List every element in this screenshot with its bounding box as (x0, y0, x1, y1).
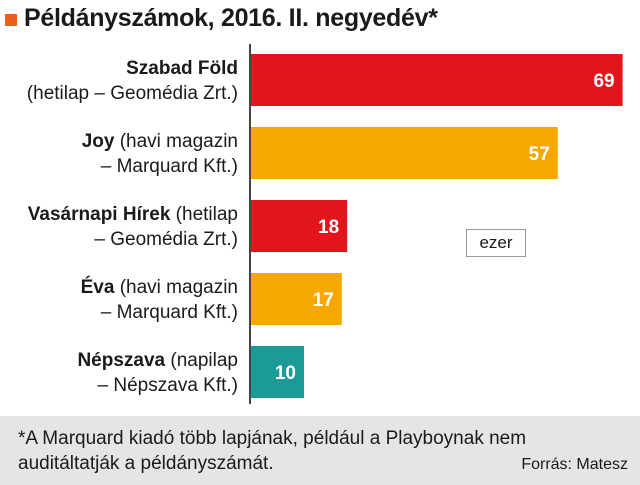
chart-footer: *A Marquard kiadó több lapjának, például… (0, 416, 640, 485)
bar-3 (250, 273, 342, 325)
title-accent-square (5, 14, 17, 26)
bar-4 (250, 346, 304, 398)
category-sublabel-2: – Geomédia Zrt.) (94, 229, 238, 250)
bars-layer: 69 Szabad Föld (hetilap – Geomédia Zrt.) 57… (27, 54, 623, 398)
category-sublabel-1: – Marquard Kft.) (101, 156, 238, 177)
bar-chart: 69 Szabad Föld (hetilap – Geomédia Zrt.) 57… (27, 44, 623, 404)
data-label-2: 18 (318, 217, 339, 238)
data-label-3: 17 (313, 290, 334, 311)
bar-1 (250, 127, 558, 179)
category-sublabel-4: – Népszava Kft.) (98, 375, 238, 396)
source-credit: Forrás: Matesz (521, 456, 628, 473)
chart-header: Példányszámok, 2016. II. negyedév* (0, 0, 640, 44)
bar-0 (250, 54, 623, 106)
footnote: *A Marquard kiadó több lapjának, például… (18, 428, 527, 474)
category-label-3: Éva (havi magazin (81, 276, 238, 298)
category-label-1: Joy (havi magazin (82, 131, 238, 152)
unit-label-box: ezer (466, 229, 526, 257)
data-label-4: 10 (275, 363, 296, 384)
category-sublabel-0: (hetilap – Geomédia Zrt.) (27, 83, 238, 104)
data-label-0: 69 (593, 71, 614, 92)
category-label-4: Népszava (napilap (77, 350, 238, 371)
chart-title: Példányszámok, 2016. II. negyedév* (24, 4, 438, 32)
data-label-1: 57 (529, 144, 550, 165)
category-label-0: Szabad Föld (126, 58, 238, 79)
bar-2 (250, 200, 348, 252)
category-sublabel-3: – Marquard Kft.) (101, 302, 238, 323)
category-label-2: Vasárnapi Hírek (hetilap (28, 204, 238, 225)
